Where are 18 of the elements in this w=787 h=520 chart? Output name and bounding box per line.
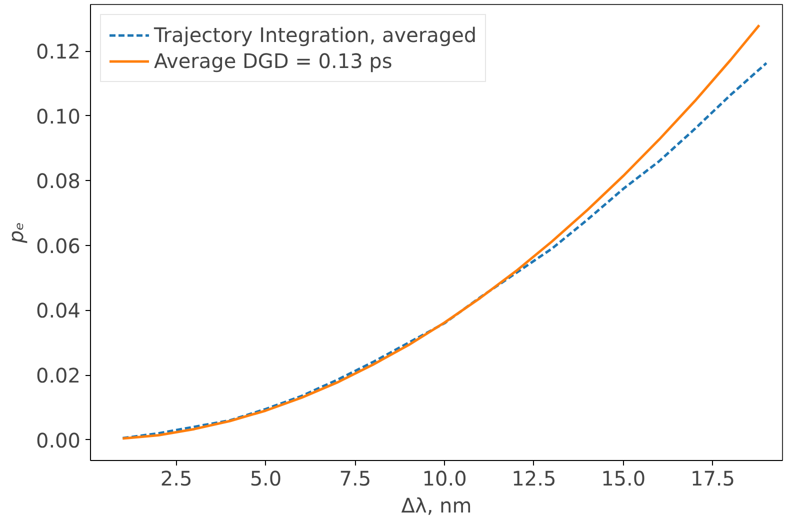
y-tick-label: 0.02 [36, 364, 80, 388]
y-tick-label: 0.12 [36, 40, 80, 64]
legend-label: Trajectory Integration, averaged [154, 23, 477, 47]
x-tick-label: 17.5 [690, 466, 736, 490]
x-tick-label: 10.0 [422, 466, 467, 490]
y-axis-title: pₑ [4, 222, 28, 244]
y-tick-label: 0.10 [36, 104, 80, 128]
legend-label: Average DGD = 0.13 ps [154, 49, 392, 73]
x-tick-label: 7.5 [339, 466, 372, 490]
y-tick-label: 0.04 [36, 298, 80, 323]
y-tick-label: 0.00 [36, 428, 80, 452]
y-tick-label: 0.08 [36, 169, 80, 194]
x-tick-label: 5.0 [250, 466, 282, 490]
x-axis-title: Δλ, nm [401, 494, 472, 518]
x-tick-label: 15.0 [601, 466, 646, 490]
x-tick-label: 2.5 [160, 466, 192, 490]
x-tick-label: 12.5 [512, 466, 556, 490]
y-tick-label: 0.06 [36, 234, 80, 258]
